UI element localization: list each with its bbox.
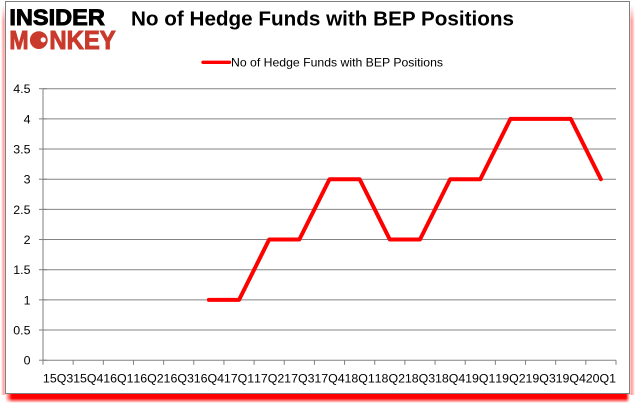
svg-text:18Q1: 18Q1 — [345, 372, 375, 386]
svg-text:2.5: 2.5 — [13, 203, 30, 217]
svg-text:15Q3: 15Q3 — [43, 372, 73, 386]
svg-text:18Q4: 18Q4 — [435, 372, 465, 386]
svg-text:0.5: 0.5 — [13, 324, 30, 338]
svg-text:15Q4: 15Q4 — [73, 372, 103, 386]
svg-text:16Q1: 16Q1 — [103, 372, 133, 386]
svg-text:INSIDER: INSIDER — [9, 5, 105, 30]
svg-text:18Q3: 18Q3 — [405, 372, 435, 386]
svg-text:16Q3: 16Q3 — [164, 372, 194, 386]
svg-text:19Q4: 19Q4 — [556, 372, 586, 386]
svg-text:3: 3 — [24, 173, 31, 187]
svg-text:No of Hedge Funds with BEP Pos: No of Hedge Funds with BEP Positions — [231, 55, 443, 69]
svg-text:4: 4 — [24, 112, 31, 126]
svg-text:4.5: 4.5 — [13, 82, 30, 96]
svg-text:1.5: 1.5 — [13, 263, 30, 277]
svg-text:1: 1 — [24, 293, 31, 307]
svg-text:16Q2: 16Q2 — [133, 372, 163, 386]
svg-text:19Q1: 19Q1 — [465, 372, 495, 386]
svg-text:19Q3: 19Q3 — [525, 372, 555, 386]
svg-text:19Q2: 19Q2 — [495, 372, 525, 386]
svg-text:NKEY: NKEY — [49, 27, 115, 55]
svg-text:17Q4: 17Q4 — [314, 372, 344, 386]
svg-text:17Q2: 17Q2 — [254, 372, 284, 386]
svg-text:0: 0 — [24, 354, 31, 368]
svg-text:3.5: 3.5 — [13, 143, 30, 157]
svg-text:16Q4: 16Q4 — [194, 372, 224, 386]
svg-text:17Q3: 17Q3 — [284, 372, 314, 386]
svg-text:20Q1: 20Q1 — [586, 372, 616, 386]
svg-text:17Q1: 17Q1 — [224, 372, 254, 386]
svg-text:2: 2 — [24, 233, 31, 247]
svg-text:18Q2: 18Q2 — [375, 372, 405, 386]
svg-text:M: M — [9, 27, 28, 55]
svg-text:No of Hedge Funds with BEP Pos: No of Hedge Funds with BEP Positions — [131, 7, 514, 30]
